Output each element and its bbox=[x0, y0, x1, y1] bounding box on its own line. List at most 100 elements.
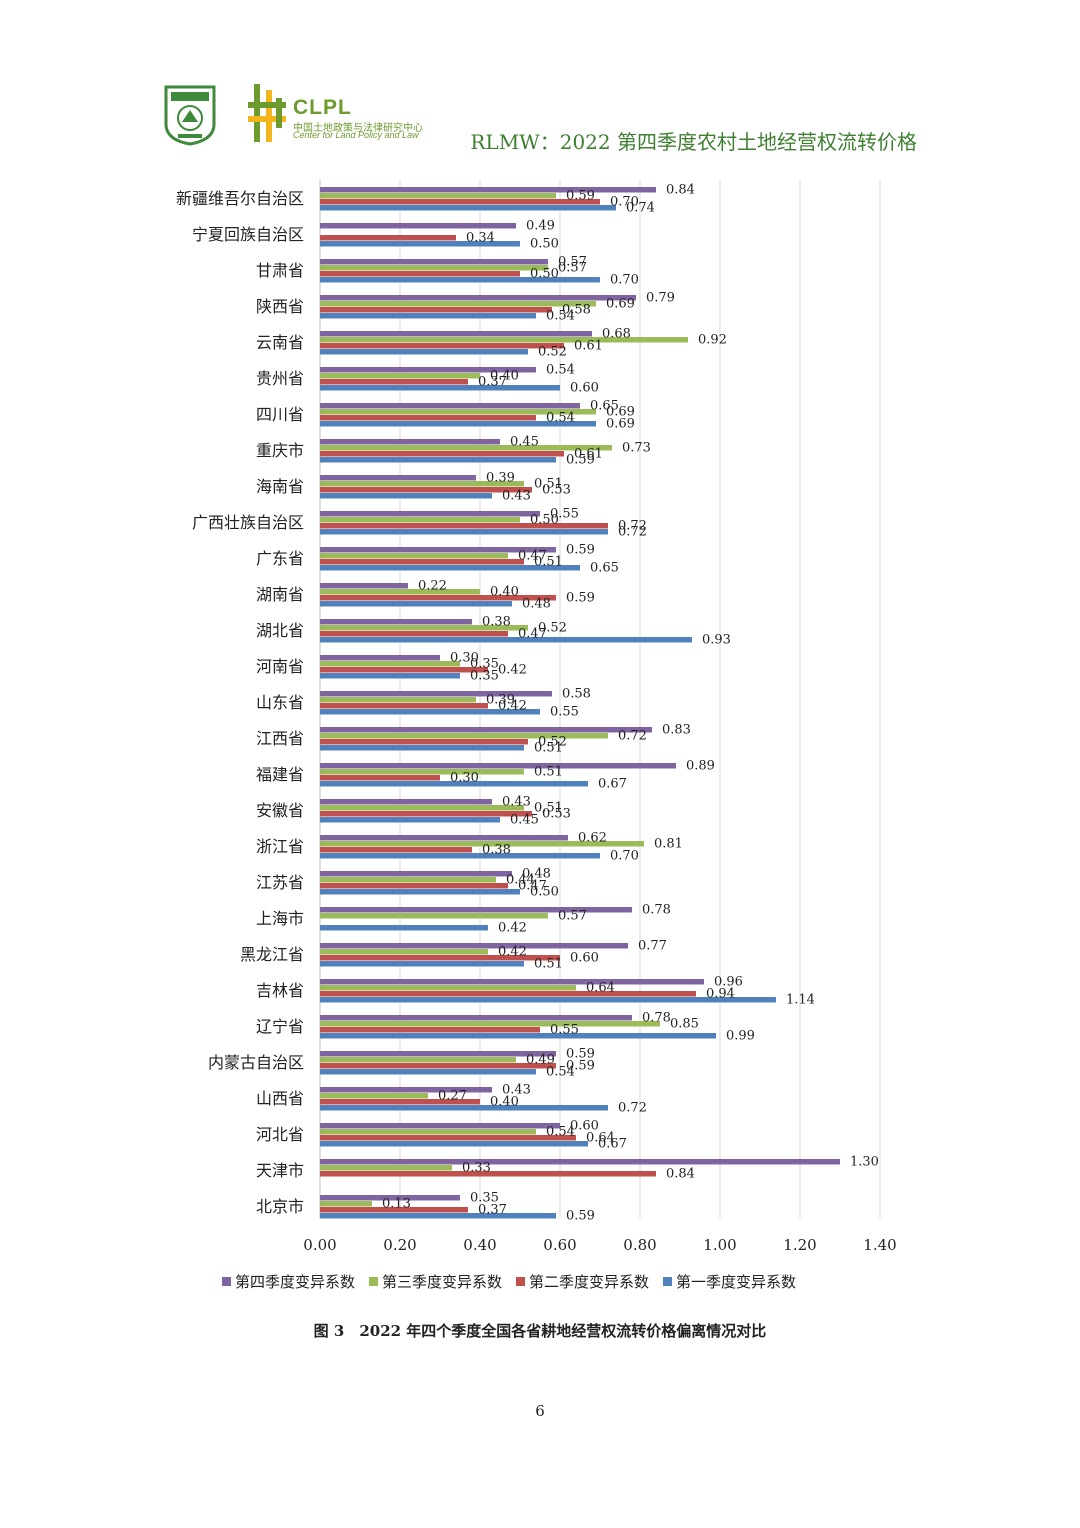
bar-q4 bbox=[320, 907, 632, 913]
bar-q2 bbox=[320, 559, 524, 565]
bar-q2 bbox=[320, 1207, 468, 1213]
data-label: 0.99 bbox=[726, 1029, 755, 1044]
data-label: 0.70 bbox=[610, 195, 639, 210]
category-label: 河北省 bbox=[256, 1125, 304, 1144]
category-label: 安徽省 bbox=[256, 801, 304, 820]
data-label: 0.40 bbox=[490, 1095, 519, 1110]
clpl-logo bbox=[248, 84, 286, 142]
legend-label: 第三季度变异系数 bbox=[382, 1272, 503, 1291]
data-label: 0.47 bbox=[518, 549, 547, 564]
bar-q2 bbox=[320, 1099, 480, 1105]
page-number: 6 bbox=[535, 1402, 545, 1420]
data-label: 0.55 bbox=[550, 507, 579, 522]
data-label: 0.81 bbox=[654, 837, 683, 852]
data-label: 0.57 bbox=[558, 255, 587, 270]
category-label: 宁夏回族自治区 bbox=[192, 225, 304, 244]
bar-q1 bbox=[320, 673, 460, 679]
bar-q4 bbox=[320, 1051, 556, 1057]
bar-q3 bbox=[320, 805, 524, 811]
data-label: 0.84 bbox=[666, 1167, 695, 1182]
bar-q4 bbox=[320, 547, 556, 553]
data-label: 0.53 bbox=[542, 483, 571, 498]
data-label: 0.54 bbox=[546, 363, 575, 378]
bar-q3 bbox=[320, 625, 528, 631]
bar-q2 bbox=[320, 631, 508, 637]
data-label: 0.35 bbox=[470, 669, 499, 684]
bar-q1 bbox=[320, 1069, 536, 1075]
bar-q2 bbox=[320, 523, 608, 529]
bar-q2 bbox=[320, 667, 488, 673]
bar-q2 bbox=[320, 1063, 556, 1069]
category-label: 重庆市 bbox=[256, 441, 304, 460]
data-label: 0.30 bbox=[450, 771, 479, 786]
category-label: 陕西省 bbox=[256, 297, 304, 316]
data-label: 0.37 bbox=[478, 375, 507, 390]
category-label: 河南省 bbox=[256, 657, 304, 676]
bar-q2 bbox=[320, 1171, 656, 1177]
data-label: 0.48 bbox=[522, 597, 551, 612]
category-label: 湖北省 bbox=[256, 621, 304, 640]
data-label: 0.52 bbox=[538, 735, 567, 750]
data-label: 0.69 bbox=[606, 405, 635, 420]
bar-q2 bbox=[320, 415, 536, 421]
category-label: 广东省 bbox=[256, 549, 304, 568]
data-label: 0.47 bbox=[518, 879, 547, 894]
bar-q1 bbox=[320, 961, 524, 967]
bar-q1 bbox=[320, 565, 580, 571]
category-label: 海南省 bbox=[256, 477, 304, 496]
clpl-chinese-name: 中国土地政策与法律研究中心 bbox=[293, 123, 423, 134]
data-label: 0.59 bbox=[566, 189, 595, 204]
bar-q2 bbox=[320, 595, 556, 601]
x-tick-label: 0.80 bbox=[623, 1236, 656, 1254]
bar-q2 bbox=[320, 775, 440, 781]
bar-q1 bbox=[320, 1105, 608, 1111]
figure-caption: 图 3 2022 年四个季度全国各省耕地经营权流转价格偏离情况对比 bbox=[313, 1322, 767, 1340]
bar-q1 bbox=[320, 925, 488, 931]
data-label: 0.83 bbox=[662, 723, 691, 738]
bar-q4 bbox=[320, 943, 628, 949]
bar-q4 bbox=[320, 655, 440, 661]
bar-q1 bbox=[320, 1213, 556, 1219]
data-label: 0.72 bbox=[618, 1101, 647, 1116]
bar-q3 bbox=[320, 697, 476, 703]
data-label: 0.78 bbox=[642, 903, 671, 918]
bar-q4 bbox=[320, 187, 656, 193]
bar-q4 bbox=[320, 835, 568, 841]
category-label: 贵州省 bbox=[256, 369, 304, 388]
data-label: 0.59 bbox=[566, 591, 595, 606]
bar-q3 bbox=[320, 841, 644, 847]
bar-q3 bbox=[320, 1201, 372, 1207]
bar-q2 bbox=[320, 1027, 540, 1033]
data-label: 0.62 bbox=[578, 831, 607, 846]
x-tick-label: 0.60 bbox=[543, 1236, 576, 1254]
data-label: 0.45 bbox=[510, 813, 539, 828]
bar-q3 bbox=[320, 445, 612, 451]
bar-q3 bbox=[320, 589, 480, 595]
data-label: 1.30 bbox=[850, 1155, 879, 1170]
data-label: 0.51 bbox=[534, 801, 563, 816]
data-label: 0.47 bbox=[518, 627, 547, 642]
data-label: 0.72 bbox=[618, 525, 647, 540]
bar-q4 bbox=[320, 511, 540, 517]
data-label: 0.49 bbox=[526, 219, 555, 234]
bar-q4 bbox=[320, 1015, 632, 1021]
data-label: 0.89 bbox=[686, 759, 715, 774]
data-label: 0.33 bbox=[462, 1161, 491, 1176]
bar-q4 bbox=[320, 1087, 492, 1093]
category-label: 四川省 bbox=[256, 405, 304, 424]
category-label: 湖南省 bbox=[256, 585, 304, 604]
bar-q3 bbox=[320, 769, 524, 775]
data-label: 0.64 bbox=[586, 1131, 615, 1146]
category-label: 江苏省 bbox=[256, 873, 304, 892]
data-label: 0.40 bbox=[490, 369, 519, 384]
data-label: 0.77 bbox=[638, 939, 667, 954]
bar-q1 bbox=[320, 313, 536, 319]
data-label: 0.45 bbox=[510, 435, 539, 450]
category-label: 新疆维吾尔自治区 bbox=[176, 189, 304, 208]
data-label: 0.58 bbox=[562, 687, 591, 702]
x-tick-label: 1.40 bbox=[863, 1236, 896, 1254]
bar-q4 bbox=[320, 871, 512, 877]
data-label: 0.69 bbox=[606, 297, 635, 312]
data-label: 0.52 bbox=[538, 621, 567, 636]
bar-q3 bbox=[320, 877, 496, 883]
